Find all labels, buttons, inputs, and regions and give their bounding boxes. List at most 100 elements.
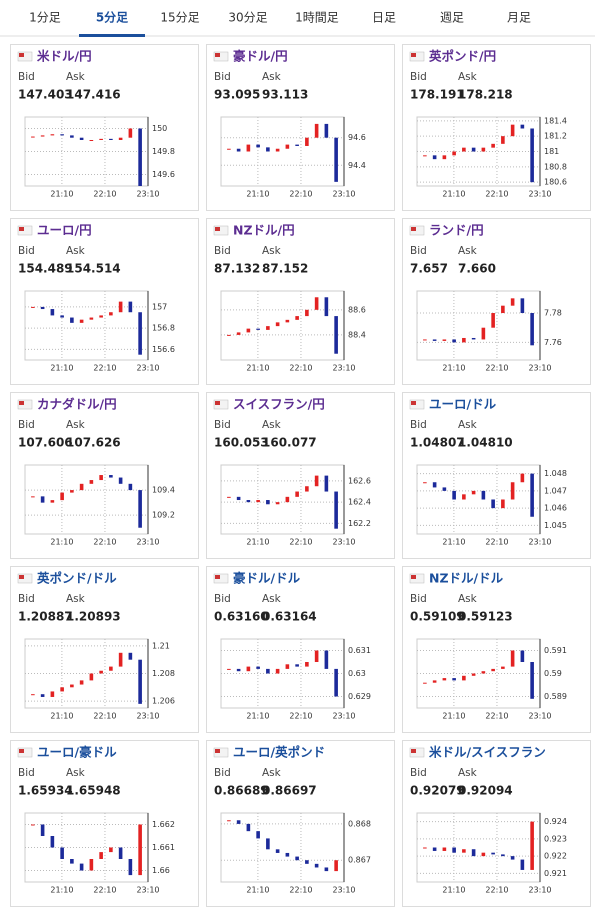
candle — [305, 309, 309, 317]
candle — [432, 155, 437, 160]
flag — [213, 399, 229, 410]
candle — [70, 317, 74, 323]
candle — [520, 473, 525, 483]
x-tick-label: 23:10 — [528, 886, 551, 895]
pair-name[interactable]: スイスフラン/円 — [233, 397, 325, 412]
candle — [266, 500, 270, 505]
pair-name[interactable]: 米ドル/円 — [36, 49, 92, 64]
tab[interactable]: 月足 — [507, 11, 531, 25]
x-tick-label: 23:10 — [136, 190, 159, 199]
pair-name[interactable]: NZドル/ドル — [429, 571, 504, 586]
candle — [305, 137, 309, 146]
pair-name[interactable]: ランド/円 — [429, 223, 484, 238]
candle — [520, 859, 525, 870]
candle — [109, 666, 113, 671]
x-tick-label: 23:10 — [528, 364, 551, 373]
card — [206, 218, 395, 385]
y-tick-label: 180.8 — [544, 162, 567, 171]
x-tick-label: 21:10 — [246, 364, 269, 373]
x-tick-label: 23:10 — [528, 712, 551, 721]
y-tick-label: 0.923 — [544, 834, 567, 843]
x-tick-label: 22:10 — [289, 364, 312, 373]
tab[interactable]: 日足 — [372, 11, 396, 25]
tab[interactable]: 1分足 — [29, 11, 61, 25]
pair-name[interactable]: カナダドル/円 — [37, 397, 117, 412]
card — [10, 740, 199, 907]
flag — [409, 51, 425, 62]
y-tick-label: 181.4 — [544, 116, 567, 125]
candle — [324, 650, 329, 669]
flag — [409, 399, 425, 410]
candle — [305, 860, 309, 864]
y-tick-label: 94.4 — [348, 161, 366, 170]
candle — [442, 678, 447, 681]
candle — [128, 128, 133, 138]
candle — [256, 831, 260, 839]
candle — [305, 486, 309, 492]
tab[interactable]: 15分足 — [160, 11, 199, 25]
candle — [60, 315, 64, 318]
x-tick-label: 22:10 — [93, 712, 116, 721]
x-tick-label: 23:10 — [332, 190, 355, 199]
flag — [17, 747, 33, 758]
pair-name[interactable]: NZドル/円 — [233, 223, 295, 238]
x-tick-label: 21:10 — [246, 712, 269, 721]
candle — [99, 138, 103, 140]
x-tick-label: 22:10 — [289, 538, 312, 547]
tab[interactable]: 週足 — [440, 11, 464, 25]
candle — [40, 496, 45, 503]
card — [402, 44, 591, 211]
pair-name[interactable]: ユーロ/英ポンド — [233, 745, 325, 760]
candle — [295, 316, 299, 320]
flag — [213, 573, 229, 584]
candle — [118, 847, 123, 859]
flag-mark — [19, 53, 24, 57]
y-tick-label: 150 — [152, 124, 167, 133]
candle — [471, 337, 476, 340]
tab[interactable]: 5分足 — [96, 10, 128, 25]
candle — [50, 500, 55, 503]
pair-name[interactable]: 米ドル/スイスフラン — [428, 745, 546, 760]
candle — [471, 673, 476, 676]
candle — [285, 319, 290, 323]
x-tick-label: 22:10 — [289, 190, 312, 199]
x-tick-label: 22:10 — [289, 886, 312, 895]
candle — [491, 143, 495, 148]
candle — [31, 136, 35, 138]
card — [10, 566, 199, 733]
x-tick-label: 23:10 — [136, 886, 159, 895]
candle — [432, 847, 437, 851]
candle — [128, 859, 133, 876]
candle — [256, 144, 260, 148]
x-tick-label: 23:10 — [332, 886, 355, 895]
candle — [266, 147, 270, 152]
pair-name[interactable]: 英ポンド/ドル — [37, 571, 117, 586]
candle — [452, 847, 456, 853]
bid-value: 1.04807 — [410, 436, 465, 450]
y-tick-label: 0.59 — [544, 669, 562, 678]
y-tick-label: 0.922 — [544, 852, 567, 861]
candle — [275, 322, 280, 327]
candle — [501, 305, 505, 314]
y-tick-label: 157 — [152, 302, 167, 311]
y-tick-label: 1.048 — [544, 469, 567, 478]
candle — [295, 664, 299, 667]
pair-name[interactable]: ユーロ/豪ドル — [37, 745, 117, 760]
tab[interactable]: 1時間足 — [295, 11, 339, 25]
pair-name[interactable]: 英ポンド/円 — [429, 49, 496, 64]
y-tick-label: 0.868 — [348, 819, 371, 828]
y-tick-label: 94.6 — [348, 133, 366, 142]
candle — [60, 847, 64, 859]
pair-name[interactable]: ユーロ/ドル — [429, 397, 497, 412]
pair-name[interactable]: 豪ドル/ドル — [233, 571, 301, 586]
tab[interactable]: 30分足 — [228, 11, 267, 25]
x-tick-label: 22:10 — [485, 538, 508, 547]
candle — [423, 847, 427, 849]
y-tick-label: 88.6 — [348, 305, 366, 314]
pair-name[interactable]: 豪ドル/円 — [233, 49, 288, 64]
pair-name[interactable]: ユーロ/円 — [37, 223, 92, 238]
ask-label: Ask — [458, 245, 478, 257]
flag-mark — [19, 227, 24, 231]
bid-value: 0.92079 — [410, 784, 465, 798]
